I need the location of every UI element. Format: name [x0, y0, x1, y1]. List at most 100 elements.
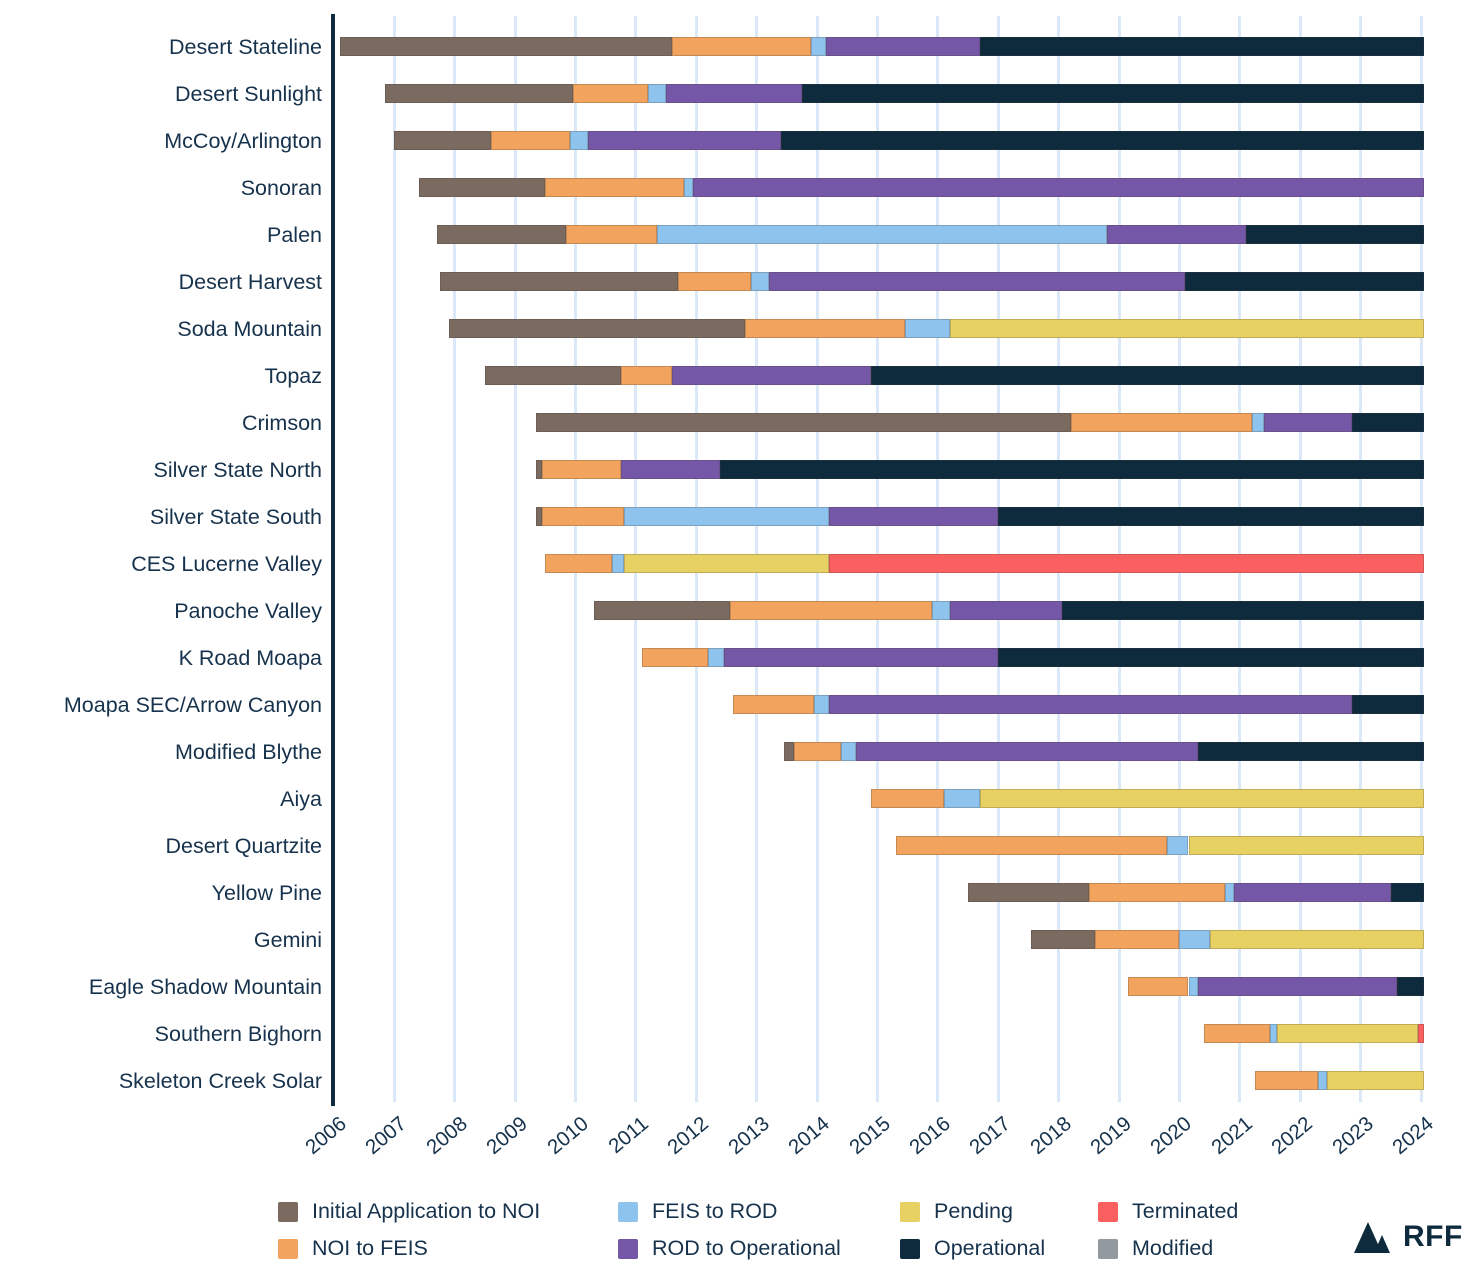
bar-segment-operational — [780, 131, 1425, 150]
legend-label: Pending — [934, 1199, 1013, 1223]
row-label: McCoy/Arlington — [164, 128, 322, 153]
bar-segment-feis — [1224, 883, 1234, 902]
bar-segment-rod — [693, 178, 1425, 197]
bar-segment-initial — [340, 37, 673, 56]
row-label: CES Lucerne Valley — [131, 551, 322, 576]
bar-segment-noi — [895, 836, 1168, 855]
row-label: Desert Quartzite — [165, 833, 322, 858]
legend-item-rod: ROD to Operational — [618, 1236, 841, 1261]
bar-segment-feis — [814, 695, 830, 714]
bar-segment-initial — [1031, 930, 1095, 949]
bar-segment-pending — [623, 554, 830, 573]
bar-segment-initial — [968, 883, 1089, 902]
bar-segment-feis — [569, 131, 588, 150]
bar-segment-rod — [1197, 977, 1397, 996]
row-label: Panoche Valley — [174, 598, 322, 623]
row-label: Gemini — [253, 927, 322, 952]
legend-label: Terminated — [1132, 1199, 1239, 1223]
bar-segment-rod — [829, 695, 1352, 714]
bar-segment-operational — [1197, 742, 1424, 761]
bar-segment-noi — [542, 460, 621, 479]
bar-segment-noi — [545, 554, 612, 573]
row-label: Moapa SEC/Arrow Canyon — [63, 692, 322, 717]
legend-label: Modified — [1132, 1236, 1214, 1260]
row-label: Desert Harvest — [178, 269, 322, 294]
bar-segment-feis — [841, 742, 857, 761]
mountain-logo-icon — [1354, 1221, 1390, 1253]
bar-segment-operational — [1396, 977, 1425, 996]
legend-swatch-rod — [618, 1238, 638, 1259]
legend-label: ROD to Operational — [652, 1236, 841, 1260]
bar-segment-noi — [1203, 1024, 1271, 1043]
bar-segment-noi — [491, 131, 570, 150]
bar-segment-noi — [1128, 977, 1189, 996]
bar-segment-pending — [1209, 930, 1424, 949]
legend-label: FEIS to ROD — [652, 1199, 778, 1223]
bar-segment-operational — [1245, 225, 1424, 244]
y-axis-line — [331, 14, 335, 1106]
row-label: Southern Bighorn — [154, 1021, 322, 1046]
gridline-2008 — [453, 16, 457, 1102]
legend-label: Operational — [934, 1236, 1046, 1260]
row-label: Skeleton Creek Solar — [118, 1068, 322, 1093]
bar-segment-feis — [623, 507, 830, 526]
row-label: Crimson — [241, 410, 322, 435]
row-label: Yellow Pine — [211, 880, 322, 905]
bar-segment-rod — [768, 272, 1186, 291]
bar-segment-noi — [566, 225, 658, 244]
bar-segment-initial — [436, 225, 567, 244]
legend-item-noi: NOI to FEIS — [278, 1236, 428, 1261]
legend-item-pending: Pending — [900, 1199, 1013, 1224]
bar-segment-rod — [829, 507, 999, 526]
bar-segment-operational — [1351, 413, 1424, 432]
bar-segment-operational — [998, 507, 1424, 526]
bar-segment-rod — [666, 84, 802, 103]
bar-segment-noi — [729, 601, 932, 620]
row-label: Silver State North — [153, 457, 322, 482]
bar-segment-initial — [783, 742, 795, 761]
bar-segment-noi — [794, 742, 842, 761]
bar-segment-initial — [439, 272, 679, 291]
bar-segment-pending — [1277, 1024, 1418, 1043]
bar-segment-feis — [1251, 413, 1264, 432]
bar-segment-initial — [593, 601, 730, 620]
legend-label: Initial Application to NOI — [312, 1199, 541, 1223]
bar-segment-pending — [1327, 1071, 1424, 1090]
bar-segment-rod — [587, 131, 781, 150]
bar-segment-operational — [1061, 601, 1424, 620]
bar-segment-noi — [732, 695, 815, 714]
row-label: Desert Stateline — [169, 34, 322, 59]
bar-segment-initial — [394, 131, 491, 150]
row-label: Soda Mountain — [177, 316, 322, 341]
legend-swatch-modified — [1098, 1238, 1118, 1259]
legend-swatch-initial — [278, 1201, 298, 1222]
legend-swatch-terminated — [1098, 1201, 1118, 1222]
bar-segment-noi — [545, 178, 685, 197]
legend-item-terminated: Terminated — [1098, 1199, 1238, 1224]
bar-segment-rod — [672, 366, 872, 385]
bar-segment-pending — [949, 319, 1424, 338]
row-label: Topaz — [264, 363, 322, 388]
bar-segment-feis — [750, 272, 769, 291]
bar-segment-rod — [1106, 225, 1246, 244]
row-label: Sonoran — [240, 175, 322, 200]
bar-segment-initial — [536, 507, 543, 526]
bar-segment-rod — [1233, 883, 1391, 902]
legend-swatch-operational — [900, 1238, 920, 1259]
bar-segment-operational — [1185, 272, 1424, 291]
bar-segment-noi — [620, 366, 673, 385]
legend-item-feis: FEIS to ROD — [618, 1199, 777, 1224]
legend-swatch-pending — [900, 1201, 920, 1222]
bar-segment-operational — [998, 648, 1424, 667]
gridline-2009 — [513, 16, 517, 1102]
bar-segment-feis — [708, 648, 724, 667]
bar-segment-pending — [980, 789, 1424, 808]
row-label: Aiya — [280, 786, 322, 811]
bar-segment-noi — [1094, 930, 1180, 949]
legend-swatch-noi — [278, 1238, 298, 1259]
bar-segment-noi — [542, 507, 624, 526]
bar-segment-noi — [1088, 883, 1225, 902]
bar-segment-initial — [385, 84, 573, 103]
bar-segment-feis — [904, 319, 950, 338]
